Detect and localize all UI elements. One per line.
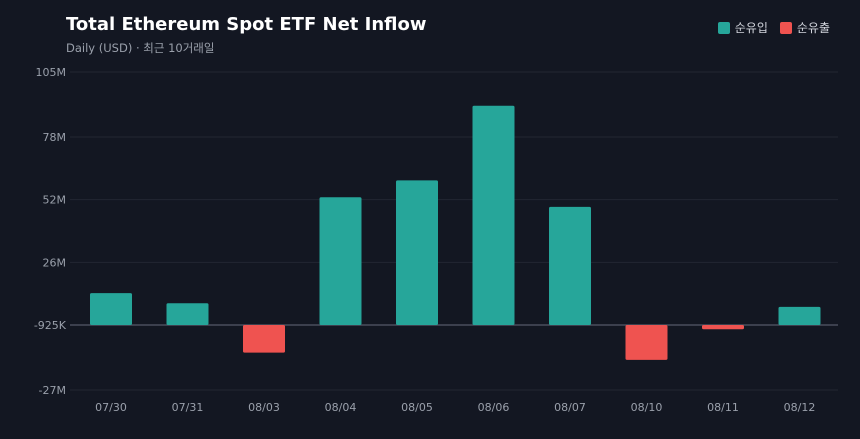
x-tick-label: 08/10	[631, 401, 663, 414]
y-tick-label: 78M	[43, 131, 67, 144]
bar-07-30[interactable]	[90, 293, 132, 325]
bar-08-03[interactable]	[243, 324, 285, 353]
legend-label-inflow: 순유입	[734, 21, 768, 35]
legend: 순유입 순유출	[717, 19, 830, 36]
bar-07-31[interactable]	[166, 303, 209, 325]
bar-08-12[interactable]	[778, 306, 821, 325]
bar-08-11[interactable]	[702, 324, 744, 330]
y-tick-label: 105M	[36, 66, 67, 79]
x-tick-label: 08/11	[707, 401, 739, 414]
bars	[90, 105, 821, 360]
legend-label-outflow: 순유출	[796, 21, 830, 35]
x-tick-label: 08/12	[784, 401, 816, 414]
x-tick-label: 07/31	[172, 401, 204, 414]
bar-08-05[interactable]	[396, 180, 438, 325]
chart-subtitle: Daily (USD) · 최근 10거래일	[66, 41, 215, 55]
x-axis-ticks: 07/30 07/31 08/03 08/04 08/05 08/06 08/07 08/10…	[95, 401, 815, 414]
bar-08-04[interactable]	[319, 197, 362, 325]
x-tick-label: 08/05	[401, 401, 433, 414]
legend-swatch-inflow	[717, 21, 730, 34]
legend-item-outflow[interactable]: 순유출	[779, 19, 830, 36]
y-tick-label: -27M	[39, 384, 66, 397]
x-tick-label: 08/03	[248, 401, 280, 414]
chart-title: Total Ethereum Spot ETF Net Inflow	[66, 14, 427, 35]
bar-08-06[interactable]	[472, 105, 515, 325]
y-tick-label: 26M	[43, 256, 67, 269]
grid-lines	[70, 71, 838, 391]
y-tick-label: 52M	[43, 194, 67, 207]
x-tick-label: 08/07	[554, 401, 586, 414]
y-tick-label: -925K	[34, 319, 67, 332]
x-tick-label: 08/04	[325, 401, 357, 414]
y-axis-ticks: 105M 78M 52M 26M -925K -27M	[34, 66, 67, 397]
legend-swatch-outflow	[779, 21, 792, 34]
bar-08-07[interactable]	[549, 206, 591, 325]
legend-item-inflow[interactable]: 순유입	[717, 19, 768, 36]
x-tick-label: 07/30	[95, 401, 127, 414]
x-tick-label: 08/06	[478, 401, 510, 414]
bar-08-10[interactable]	[625, 324, 668, 360]
